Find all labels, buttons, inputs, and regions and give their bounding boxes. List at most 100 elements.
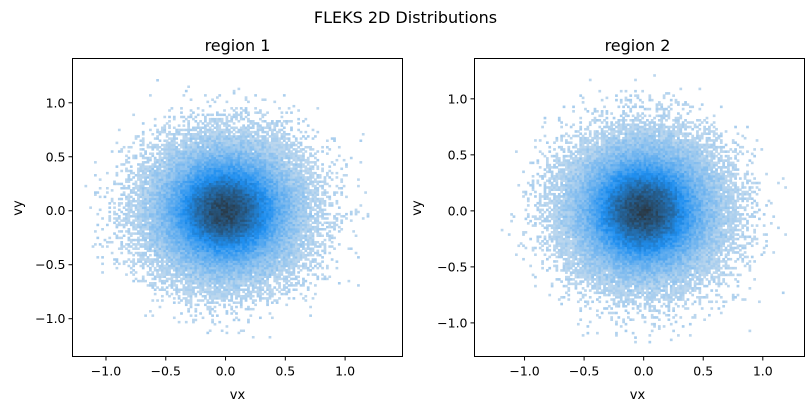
heatmap-cell <box>213 256 217 259</box>
heatmap-cell <box>247 124 250 127</box>
heatmap-cell <box>280 154 284 158</box>
heatmap-cell <box>172 221 176 225</box>
heatmap-cell <box>177 171 181 175</box>
heatmap-cell <box>208 258 212 261</box>
heatmap-cell <box>208 279 212 283</box>
heatmap-cell <box>204 174 207 177</box>
heatmap-cell <box>134 247 138 250</box>
heatmap-cell <box>115 174 119 177</box>
heatmap-cell <box>275 266 279 270</box>
heatmap-cell <box>273 171 277 175</box>
heatmap-cell <box>247 111 250 114</box>
heatmap-cell <box>172 243 176 246</box>
heatmap-cell <box>225 256 229 259</box>
heatmap-cell <box>261 225 265 229</box>
heatmap-cell <box>172 225 176 229</box>
heatmap-cell <box>244 212 248 216</box>
heatmap-cell <box>266 286 269 289</box>
heatmap-cell <box>158 238 162 242</box>
heatmap-cell <box>263 182 267 186</box>
heatmap-cell <box>165 141 169 145</box>
heatmap-cell <box>218 184 222 188</box>
heatmap-cell <box>208 145 212 149</box>
heatmap-cell <box>129 171 133 175</box>
heatmap-cell <box>270 171 274 175</box>
heatmap-cell <box>218 189 222 192</box>
heatmap-cell <box>163 228 167 231</box>
heatmap-cell <box>170 176 174 179</box>
heatmap-cell <box>263 139 267 142</box>
heatmap-cell <box>223 217 226 220</box>
heatmap-cell <box>175 210 179 214</box>
heatmap-cell <box>165 217 169 220</box>
heatmap-cell <box>194 307 198 311</box>
heatmap-cell <box>182 161 186 164</box>
heatmap-cell <box>268 249 272 253</box>
heatmap-cell <box>201 126 205 130</box>
heatmap-cell <box>201 165 205 168</box>
heatmap-cell <box>194 150 198 153</box>
heatmap-cell <box>280 292 284 296</box>
heatmap-cell <box>244 193 248 196</box>
heatmap-cell <box>158 269 162 272</box>
heatmap-cell <box>268 262 272 266</box>
heatmap-cell <box>259 232 262 235</box>
heatmap-cell <box>192 240 195 244</box>
heatmap-cell <box>172 199 176 203</box>
heatmap-cell <box>196 271 200 274</box>
heatmap-cell <box>204 195 207 199</box>
heatmap-cell <box>201 139 205 142</box>
heatmap-cell <box>211 297 214 300</box>
heatmap-cell <box>223 206 226 209</box>
heatmap-cell <box>172 234 176 237</box>
heatmap-cell <box>278 228 281 231</box>
heatmap-cell <box>268 253 272 257</box>
heatmap-cell <box>239 236 243 240</box>
heatmap-cell <box>218 217 222 220</box>
heatmap-cell <box>242 277 246 281</box>
heatmap-cell <box>259 199 262 203</box>
heatmap-cell <box>273 126 277 130</box>
heatmap-cell <box>163 165 167 168</box>
heatmap-cell <box>156 275 159 279</box>
heatmap-cell <box>223 135 226 138</box>
heatmap-cell <box>247 225 250 229</box>
heatmap-cell <box>230 256 234 259</box>
heatmap-cell <box>151 284 155 287</box>
heatmap-cell <box>151 165 155 168</box>
heatmap-cell <box>168 124 171 127</box>
heatmap-cell <box>282 277 286 281</box>
heatmap-cell <box>218 223 222 227</box>
heatmap-cell <box>94 161 97 164</box>
heatmap-cell <box>194 186 198 190</box>
heatmap-cell <box>259 152 262 155</box>
heatmap-cell <box>220 113 224 117</box>
heatmap-cell <box>170 247 174 250</box>
heatmap-cell <box>196 165 200 168</box>
heatmap-cell <box>163 217 167 220</box>
heatmap-cell <box>170 148 174 151</box>
heatmap-cell <box>235 215 238 218</box>
heatmap-cell <box>192 154 195 158</box>
heatmap-cell <box>227 234 231 237</box>
heatmap-cell <box>196 135 200 138</box>
heatmap-cell <box>206 139 210 142</box>
heatmap-cell <box>149 249 152 253</box>
heatmap-cell <box>273 152 277 155</box>
heatmap-cell <box>218 94 222 97</box>
heatmap-cell <box>184 266 188 270</box>
heatmap-cell <box>168 199 171 203</box>
heatmap-cell <box>268 215 272 218</box>
heatmap-cell <box>223 169 226 173</box>
heatmap-cell <box>266 266 269 270</box>
heatmap-cell <box>254 215 257 218</box>
heatmap-cell <box>244 167 248 171</box>
heatmap-cell <box>254 163 257 166</box>
heatmap-cell <box>196 206 200 209</box>
heatmap-cell <box>165 176 169 179</box>
heatmap-cell <box>208 120 212 123</box>
heatmap-cell <box>256 271 260 274</box>
heatmap-cell <box>282 189 286 192</box>
heatmap-cell <box>158 197 162 201</box>
heatmap-cell <box>237 266 241 270</box>
